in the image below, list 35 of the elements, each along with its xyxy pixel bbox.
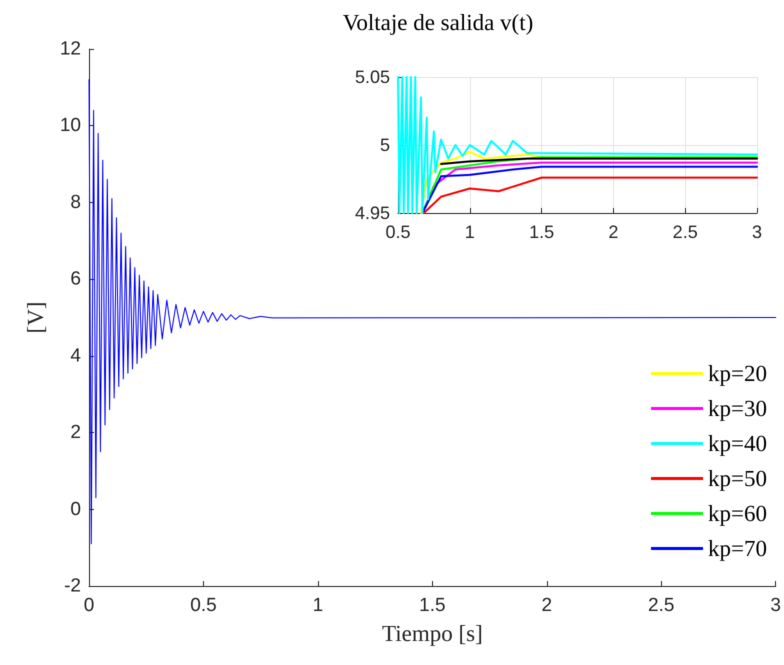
x-tick-label: 1.5: [419, 595, 446, 616]
legend-label: kp=70: [708, 536, 768, 561]
y-tick-label: 4.95: [354, 203, 390, 223]
x-axis-title: Tiempo [s]: [382, 621, 483, 646]
y-tick-label: 2: [70, 422, 81, 444]
x-tick-label: 1: [312, 595, 324, 616]
y-tick-label: 4: [70, 345, 82, 366]
y-tick-label: 5: [380, 135, 390, 155]
line-series: [397, 76, 758, 214]
legend-label: kp=60: [708, 501, 768, 526]
line-series: [422, 176, 758, 214]
y-tick-label: 8: [70, 192, 81, 213]
x-tick-label: 1: [464, 222, 475, 242]
y-tick-label: 10: [60, 115, 81, 136]
x-tick-label: 1.5: [529, 222, 554, 242]
y-axis-title: [V]: [23, 302, 48, 334]
x-tick-label: 3: [770, 595, 782, 616]
legend-label: kp=50: [708, 466, 768, 491]
x-tick-label: 0.5: [385, 222, 411, 242]
legend-label: kp=20: [708, 361, 768, 386]
y-tick-label: 0: [70, 498, 81, 520]
y-tick-label: 12: [60, 38, 81, 60]
y-tick-label: 6: [70, 268, 81, 290]
x-tick-label: 2.5: [648, 595, 674, 616]
x-tick-label: 3: [752, 222, 762, 242]
legend-label: kp=30: [708, 396, 768, 421]
x-tick-label: 2: [608, 222, 618, 242]
y-tick-label: 5.05: [354, 67, 390, 87]
x-tick-label: 0: [84, 595, 94, 616]
x-tick-label: 2: [542, 595, 552, 616]
chart-title: Voltaje de salida v(t): [342, 10, 534, 35]
x-tick-label: 0.5: [190, 595, 217, 616]
x-tick-label: 2.5: [672, 222, 698, 242]
legend-label: kp=40: [708, 431, 768, 456]
y-tick-label: -2: [64, 576, 81, 596]
